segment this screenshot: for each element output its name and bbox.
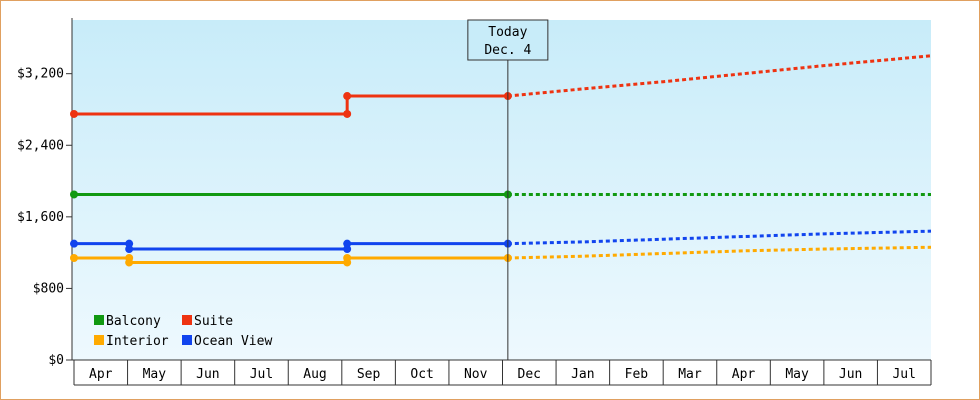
month-label: Dec [518,367,541,382]
month-label: Apr [89,367,113,382]
month-label: Jun [196,367,219,382]
legend-label: Interior [106,334,169,349]
month-label: Mar [678,367,702,382]
y-tick-label: $2,400 [17,138,64,153]
y-tick-label: $0 [48,353,64,368]
y-tick-label: $1,600 [17,210,64,225]
month-label: Oct [410,367,433,382]
y-tick-label: $3,200 [17,67,64,82]
month-label: Jan [571,367,594,382]
series-line [74,256,508,264]
legend-label: Ocean View [194,334,272,349]
legend-swatch [182,315,192,325]
month-label: Jul [892,367,915,382]
month-label: Nov [464,367,488,382]
legend-swatch [94,315,104,325]
data-point [343,239,352,248]
series-line [74,242,508,251]
series-line [74,94,508,116]
month-label: May [143,367,167,382]
plot-background [72,20,931,360]
data-point [70,190,78,199]
data-point [70,239,78,248]
today-label: Today [488,25,527,40]
legend-swatch [182,335,192,345]
month-label: Apr [732,367,756,382]
data-point [343,92,352,101]
month-label: May [785,367,809,382]
data-point [125,245,134,254]
month-label: Jul [250,367,273,382]
data-point [343,109,352,118]
data-point [70,109,78,118]
month-label: Jun [839,367,862,382]
month-label: Feb [625,367,649,382]
data-point [125,258,134,267]
today-date-label: Dec. 4 [484,43,531,58]
data-point [70,254,78,262]
legend-swatch [94,335,104,345]
legend-label: Suite [194,314,233,329]
today-box [467,19,549,61]
month-label: Sep [357,367,381,382]
y-tick-label: $800 [33,281,64,296]
data-point [343,254,352,262]
series-projection [507,54,932,98]
legend-label: Balcony [106,314,161,329]
month-label: Aug [303,367,326,382]
